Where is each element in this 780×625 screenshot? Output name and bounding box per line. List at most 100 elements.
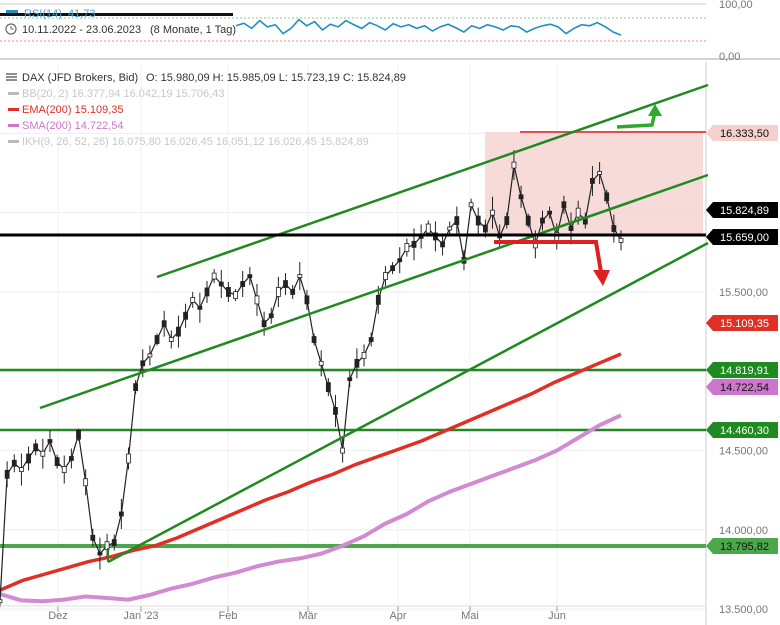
price-candle-body: [161, 320, 167, 328]
legend-label: IKH(9, 26, 52, 26) 16.075,80 16.026,45 1…: [22, 136, 369, 148]
price-candle-body: [147, 353, 153, 358]
price-candle-body: [611, 225, 617, 232]
price-tag-label: 15.109,35: [720, 318, 769, 330]
price-candle-body: [390, 265, 395, 272]
price-candle-body: [290, 289, 296, 295]
price-candle-body: [447, 226, 453, 231]
rsi-line: [235, 18, 622, 36]
price-line: [0, 164, 622, 602]
price-candle-body: [133, 383, 139, 392]
instrument-name: DAX (JFD Brokers, Bid): [22, 72, 138, 84]
x-tick-label: Jan '23: [123, 610, 158, 622]
price-candle-body: [318, 360, 324, 366]
price-candle-body: [0, 599, 3, 604]
sma200-line: [0, 413, 622, 604]
price-tag: 13.795,82: [706, 538, 778, 554]
price-candle-body: [68, 456, 74, 461]
price-candle-body: [97, 551, 103, 556]
price-candle-body: [518, 194, 524, 200]
price-candle-body: [268, 313, 274, 319]
price-candle-body: [347, 377, 353, 382]
ema200-line: [0, 352, 622, 592]
settings-icon: [6, 73, 17, 81]
price-candle-body: [397, 258, 403, 263]
price-tag: 16.333,50: [706, 125, 778, 141]
price-candle-body: [261, 320, 267, 328]
y-tick-label: 15.500,00: [719, 287, 768, 299]
price-candle-body: [297, 274, 303, 278]
price-candle-body: [375, 294, 381, 305]
price-candle-body: [504, 216, 510, 225]
x-tick-label: Apr: [389, 610, 406, 622]
rsi-legend-swatch: [6, 10, 18, 13]
price-candle-body: [61, 466, 67, 473]
price-candle-body: [83, 478, 89, 487]
price-candle-body: [4, 469, 10, 479]
price-candle-body: [197, 305, 203, 310]
y-tick-label: 13.500,00: [719, 604, 768, 616]
price-candle-body: [547, 210, 553, 215]
price-tag: 14.460,30: [706, 422, 778, 438]
price-candle-body: [226, 287, 231, 297]
price-candle-body: [40, 450, 46, 457]
clock-icon: [5, 23, 17, 35]
price-tag: 15.109,35: [706, 315, 778, 331]
x-tick-label: Dez: [48, 610, 68, 622]
price-candle-body: [482, 224, 488, 233]
price-candle-body: [183, 311, 188, 320]
price-candle-body: [54, 457, 60, 467]
price-candle-body: [26, 453, 31, 464]
price-tag: 15.659,00: [706, 229, 778, 245]
price-candle-body: [76, 429, 81, 440]
price-candle-body: [204, 287, 210, 297]
price-candle-body: [275, 287, 281, 297]
price-candle-body: [176, 326, 181, 337]
date-range: 10.11.2022 - 23.06.2023: [22, 24, 141, 36]
price-candle-body: [361, 351, 367, 359]
price-candle-body: [311, 336, 317, 343]
legend-swatch: [8, 140, 19, 143]
price-candle-body: [368, 337, 374, 342]
x-tick-label: Mär: [299, 610, 318, 622]
price-candle-body: [340, 447, 346, 454]
price-tags: 16.333,50 15.824,89 15.659,00 15.109,35 14.8…: [706, 125, 778, 554]
x-tick-label: Jun: [548, 610, 566, 622]
legend-label: EMA(200) 15.109,35: [22, 104, 124, 116]
price-tag-label: 13.795,82: [720, 541, 769, 553]
price-candle-body: [618, 238, 624, 243]
price-candle-body: [540, 217, 545, 224]
price-candle-body: [325, 382, 331, 393]
price-tag-label: 16.333,50: [720, 128, 769, 140]
price-candle-body: [490, 209, 495, 216]
price-candle-body: [211, 272, 217, 280]
price-candle-body: [404, 243, 410, 252]
main-legend: DAX (JFD Brokers, Bid) O: 15.980,09 H: 1…: [6, 72, 406, 148]
channel-lower: [107, 241, 709, 564]
price-candle-body: [561, 201, 567, 209]
price-candle-body: [525, 215, 531, 226]
rsi-tick-100: 100,00: [719, 0, 753, 11]
date-period: (8 Monate, 1 Tag): [150, 24, 236, 36]
y-tick-label: 14.500,00: [719, 446, 768, 458]
x-tick-label: Mai: [461, 610, 479, 622]
legend-swatch: [8, 92, 19, 95]
price-candle-body: [590, 178, 595, 184]
price-candle-body: [190, 296, 196, 303]
rsi-legend-bar: [0, 13, 233, 16]
price-tag-label: 15.659,00: [720, 232, 769, 244]
x-tick-label: Feb: [219, 610, 238, 622]
price-candle-body: [383, 272, 388, 280]
price-candle-body: [568, 226, 574, 231]
price-tag-label: 14.819,91: [720, 365, 769, 377]
price-candle-body: [247, 274, 253, 278]
price-candle-body: [254, 295, 260, 305]
price-candles: [0, 150, 624, 608]
price-candle-body: [240, 281, 246, 287]
price-candle-body: [19, 467, 24, 472]
price-candle-body: [47, 439, 53, 443]
price-candle-body: [11, 459, 17, 467]
rsi-panel: RSI(14) 41,73 10.11.2022 - 23.06.2023 (8…: [0, 0, 780, 63]
price-candle-body: [454, 216, 460, 225]
price-candle-body: [111, 539, 117, 546]
